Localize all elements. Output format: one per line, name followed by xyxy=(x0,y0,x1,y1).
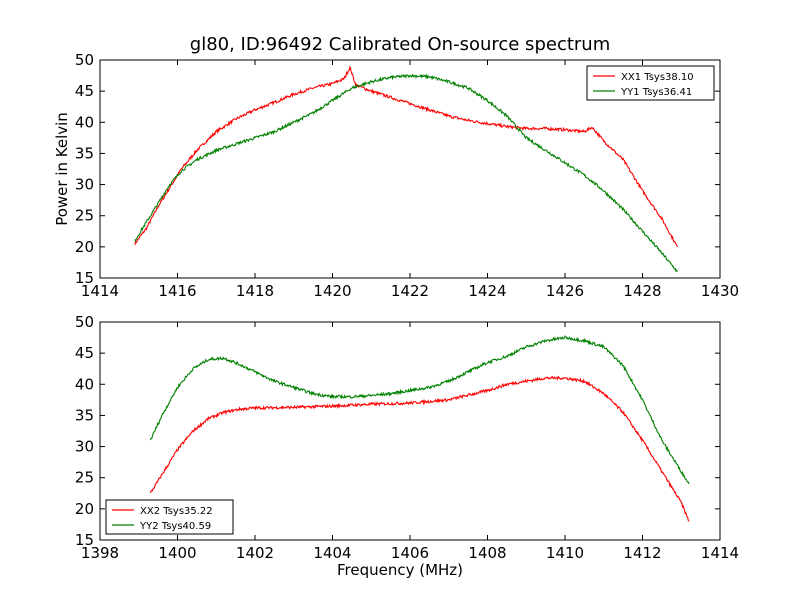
y-tick-label: 20 xyxy=(75,238,94,256)
series-line-xx1 xyxy=(134,65,678,248)
legend: XX2 Tsys35.22 YY2 Tsys40.59 xyxy=(105,499,234,535)
y-tick-label: 15 xyxy=(75,531,94,549)
x-tick-label: 1402 xyxy=(236,544,274,562)
x-tick-label: 1414 xyxy=(701,544,739,562)
x-tick-label: 1406 xyxy=(391,544,429,562)
top-plot-panel: 1414 1416 1418 1420 1422 1424 1426 1428 1430 15 20… xyxy=(75,51,739,300)
x-tick-label: 1420 xyxy=(313,282,351,300)
series-line-yy1 xyxy=(134,73,678,273)
y-tick-label: 50 xyxy=(75,51,94,69)
x-tick-label: 1424 xyxy=(468,282,506,300)
y-tick-label: 25 xyxy=(75,207,94,225)
y-tick-label: 45 xyxy=(75,82,94,100)
y-tick-label: 35 xyxy=(75,144,94,162)
x-tick-label: 1412 xyxy=(623,544,661,562)
x-tick-label: 1428 xyxy=(623,282,661,300)
legend-label: YY2 Tsys40.59 xyxy=(139,521,211,532)
x-tick-label: 1422 xyxy=(391,282,429,300)
legend-label: XX2 Tsys35.22 xyxy=(140,506,213,517)
x-axis-label: Frequency (MHz) xyxy=(336,561,464,579)
y-axis-label: Power in Kelvin xyxy=(53,112,71,226)
y-tick-label: 35 xyxy=(75,406,94,424)
series-line-xx2 xyxy=(149,375,690,522)
x-tick-label: 1430 xyxy=(701,282,739,300)
y-tick-label: 40 xyxy=(75,113,94,131)
y-tick-label: 50 xyxy=(75,313,94,331)
y-tick-label: 30 xyxy=(75,438,94,456)
chart-title: gl80, ID:96492 Calibrated On-source spec… xyxy=(189,34,611,55)
y-tick-label: 25 xyxy=(75,469,94,487)
series-line-yy2 xyxy=(149,335,690,485)
y-tick-label: 30 xyxy=(75,176,94,194)
y-tick-label: 40 xyxy=(75,375,94,393)
x-tick-label: 1408 xyxy=(468,544,506,562)
legend-box xyxy=(586,65,715,101)
legend-label: YY1 Tsys36.41 xyxy=(620,87,692,98)
legend-label: XX1 Tsys38.10 xyxy=(621,72,694,83)
x-tick-label: 1410 xyxy=(546,544,584,562)
y-tick-label: 45 xyxy=(75,344,94,362)
y-tick-label: 20 xyxy=(75,500,94,518)
x-tick-label: 1426 xyxy=(546,282,584,300)
legend: XX1 Tsys38.10 YY1 Tsys36.41 xyxy=(586,65,715,101)
x-tick-label: 1404 xyxy=(313,544,351,562)
x-tick-label: 1418 xyxy=(236,282,274,300)
y-tick-label: 15 xyxy=(75,269,94,287)
x-tick-label: 1400 xyxy=(158,544,196,562)
x-tick-label: 1398 xyxy=(81,544,119,562)
x-tick-label: 1416 xyxy=(158,282,196,300)
x-tick-label: 1414 xyxy=(81,282,119,300)
bottom-plot-panel: 1398 1400 1402 1404 1406 1408 1410 1412 1414 15 20… xyxy=(75,313,739,562)
legend-box xyxy=(105,499,234,535)
